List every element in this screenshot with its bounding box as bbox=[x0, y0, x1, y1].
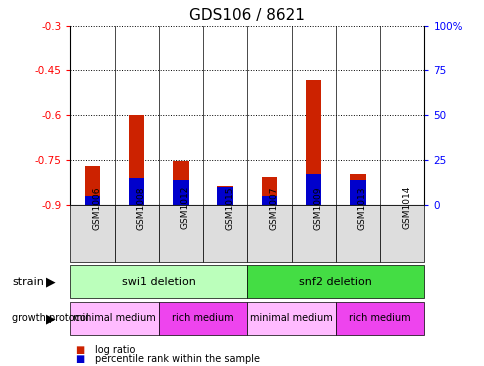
Bar bbox=[305, 80, 321, 205]
Text: swi1 deletion: swi1 deletion bbox=[121, 277, 196, 287]
Text: GSM1007: GSM1007 bbox=[269, 186, 278, 229]
Bar bbox=[349, 180, 365, 205]
Text: rich medium: rich medium bbox=[348, 313, 410, 324]
Text: minimal medium: minimal medium bbox=[250, 313, 333, 324]
Text: log ratio: log ratio bbox=[94, 344, 135, 355]
Bar bbox=[129, 115, 144, 205]
Bar bbox=[85, 196, 100, 205]
Bar bbox=[70, 302, 158, 335]
Text: percentile rank within the sample: percentile rank within the sample bbox=[94, 354, 259, 365]
Bar bbox=[247, 265, 424, 298]
Text: rich medium: rich medium bbox=[172, 313, 233, 324]
Title: GDS106 / 8621: GDS106 / 8621 bbox=[189, 8, 304, 23]
Bar bbox=[217, 186, 232, 205]
Bar bbox=[158, 302, 247, 335]
Text: growth protocol: growth protocol bbox=[12, 313, 89, 324]
Bar bbox=[70, 205, 114, 262]
Bar bbox=[261, 196, 277, 205]
Text: GSM1008: GSM1008 bbox=[136, 186, 145, 229]
Text: ▶: ▶ bbox=[46, 312, 56, 325]
Bar bbox=[217, 187, 232, 205]
Bar bbox=[85, 166, 100, 205]
Text: minimal medium: minimal medium bbox=[73, 313, 156, 324]
Text: strain: strain bbox=[12, 277, 44, 287]
Text: snf2 deletion: snf2 deletion bbox=[299, 277, 372, 287]
Bar bbox=[247, 205, 291, 262]
Bar bbox=[70, 265, 247, 298]
Bar bbox=[114, 205, 158, 262]
Bar bbox=[158, 205, 203, 262]
Bar bbox=[203, 205, 247, 262]
Bar bbox=[379, 205, 424, 262]
Text: GSM1014: GSM1014 bbox=[401, 186, 410, 229]
Bar bbox=[335, 302, 424, 335]
Bar bbox=[305, 175, 321, 205]
Bar bbox=[173, 161, 188, 205]
Text: GSM1012: GSM1012 bbox=[181, 186, 190, 229]
Bar bbox=[291, 205, 335, 262]
Text: GSM1015: GSM1015 bbox=[225, 186, 234, 229]
Text: ▶: ▶ bbox=[46, 275, 56, 288]
Bar bbox=[349, 175, 365, 205]
Text: GSM1009: GSM1009 bbox=[313, 186, 322, 229]
Text: ■: ■ bbox=[75, 344, 84, 355]
Bar bbox=[261, 177, 277, 205]
Text: GSM1006: GSM1006 bbox=[92, 186, 101, 229]
Bar bbox=[247, 302, 335, 335]
Bar bbox=[129, 178, 144, 205]
Bar bbox=[173, 180, 188, 205]
Bar bbox=[335, 205, 379, 262]
Text: GSM1013: GSM1013 bbox=[357, 186, 366, 229]
Text: ■: ■ bbox=[75, 354, 84, 365]
